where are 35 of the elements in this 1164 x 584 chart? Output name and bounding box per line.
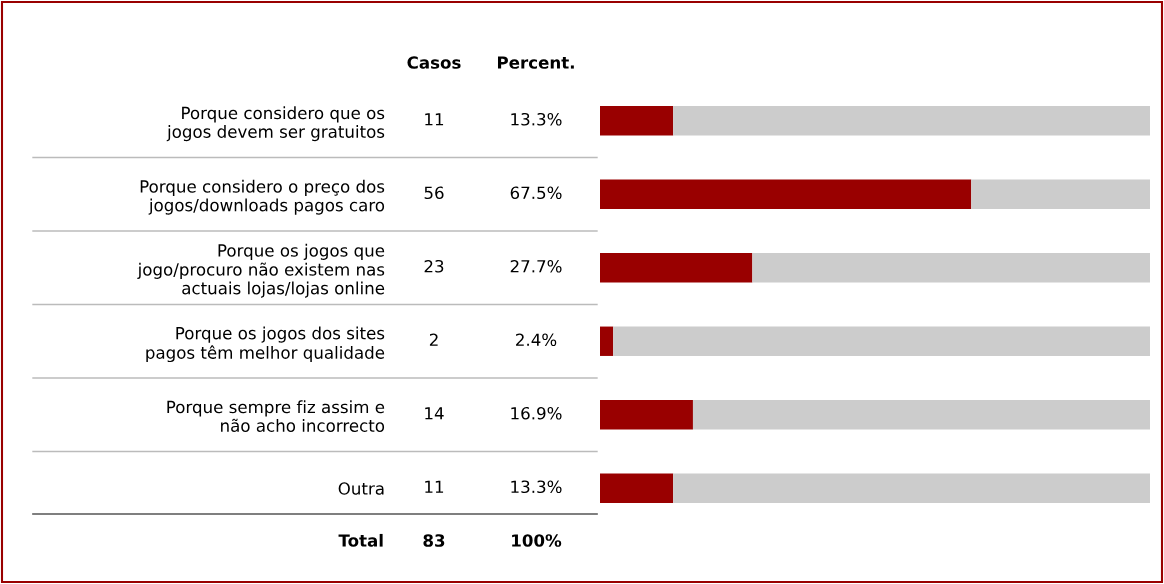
bar [673,473,1150,503]
y-tick-label: Outra [338,482,384,495]
bar [752,253,1150,283]
bar [600,106,674,136]
data-label: 27.7% [510,259,562,273]
bar [971,179,1150,209]
text: Percent. [497,56,574,69]
y-tick-label: Porque os jogos que jogo/procuro não existem nas actuais lojas/lojas online [137,243,385,298]
y-tick-label: Porque considero o preço dos jogos/downloads pagos caro [140,179,385,215]
text: 2 [429,333,438,346]
y-tick-label: Porque sempre fiz assim e não acho incorrecto [167,400,385,432]
data-label: 13.3% [511,480,562,494]
text: 56 [424,186,444,200]
text: 83 [423,534,445,547]
bar [600,253,753,283]
bar [613,326,1150,356]
data-label: 13.3% [511,112,562,126]
bar [600,179,972,209]
data-label: 2.4% [516,333,557,347]
text: 23 [424,259,444,273]
data-label: 16.9% [511,406,562,420]
bar [600,473,674,503]
bar [692,400,1150,430]
y-tick-label: Porque os jogos dos sites pagos têm melhor qualidade [146,326,385,363]
data-label: 67.5% [510,186,562,200]
text: 100% [512,534,562,547]
text: 11 [425,480,444,493]
text: 14 [425,407,444,420]
bar [600,400,693,430]
text: 11 [425,113,444,126]
text: Casos [407,56,461,69]
y-tick-label: Porque considero que os jogos devem ser gratuitos [166,106,385,142]
text: Total [338,533,383,547]
bar [600,326,614,356]
bar [673,106,1150,136]
